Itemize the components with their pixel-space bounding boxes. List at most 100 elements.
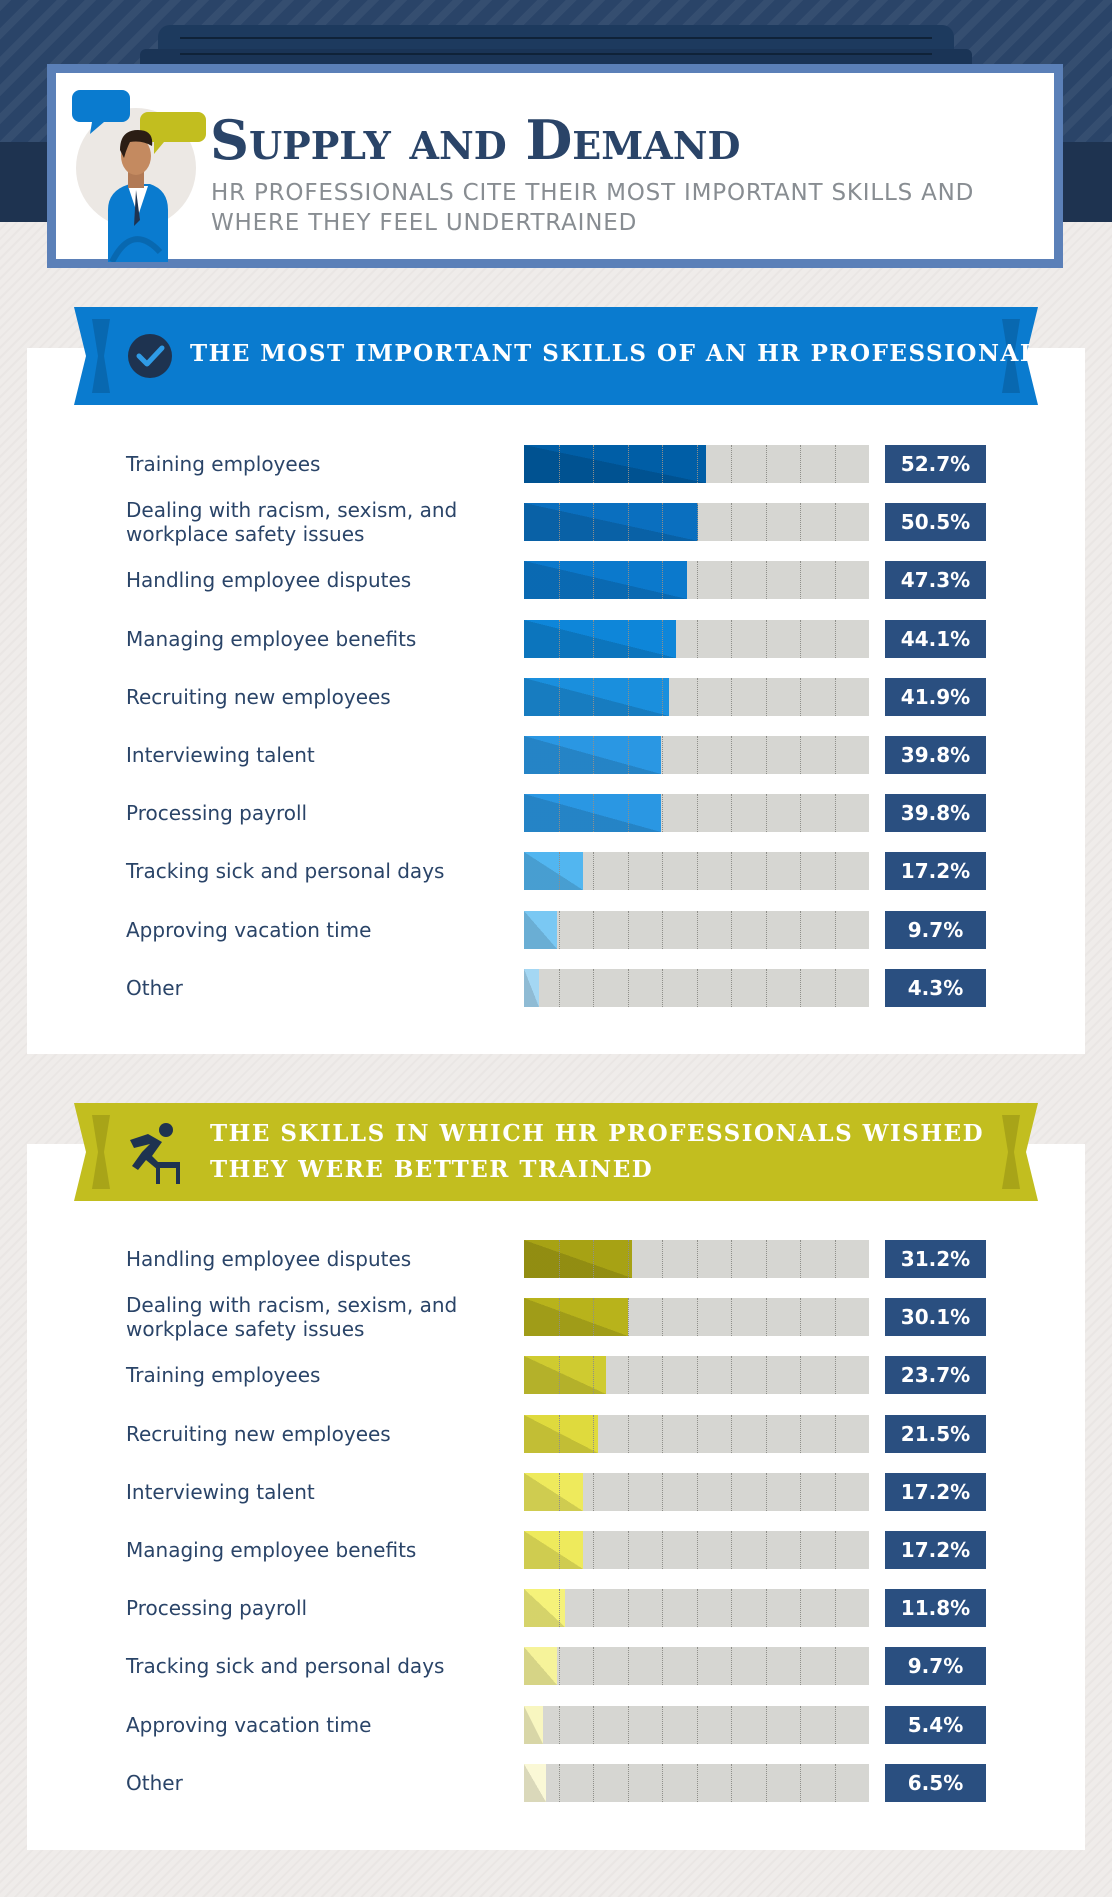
section-ribbon-undertrained-skills: [74, 1103, 1038, 1201]
grid-line: [696, 736, 698, 774]
grid-line: [834, 852, 836, 891]
grid-line: [627, 736, 629, 774]
grid-line: [627, 503, 629, 542]
grid-line: [731, 445, 732, 483]
value-label: 39.8%: [885, 794, 986, 833]
grid-line: [800, 1414, 801, 1453]
grid-line: [834, 1298, 836, 1337]
bar-track: [524, 561, 869, 600]
bar: [524, 1531, 584, 1569]
value-label: 11.8%: [885, 1589, 986, 1628]
grid-line: [834, 677, 836, 716]
bar-track: [524, 1705, 869, 1744]
grid-line: [627, 1763, 629, 1802]
grid-line: [731, 736, 732, 774]
grid-line: [696, 677, 698, 716]
value-label: 21.5%: [885, 1414, 986, 1453]
bar-label: Interviewing talent: [126, 743, 315, 767]
grid-line: [800, 852, 801, 891]
grid-line: [593, 445, 594, 483]
bar-track: [524, 445, 869, 483]
bar-track: [524, 910, 869, 949]
bar: [524, 968, 539, 1007]
bar-track: [524, 1531, 869, 1569]
grid-line: [834, 1414, 836, 1453]
grid-line: [627, 677, 629, 716]
value-label: 50.5%: [885, 503, 986, 542]
bar: [524, 910, 558, 949]
value-label: 9.7%: [885, 1647, 986, 1686]
grid-line: [593, 794, 594, 833]
bar-shade: [524, 910, 558, 949]
bar: [524, 677, 669, 716]
grid-line: [731, 503, 732, 542]
grid-line: [765, 1240, 767, 1278]
grid-line: [731, 1414, 732, 1453]
grid-line: [627, 1356, 629, 1395]
grid-line: [765, 852, 767, 891]
bar-label: Recruiting new employees: [126, 1421, 391, 1446]
bar: [524, 794, 662, 833]
grid-line: [662, 619, 663, 658]
grid-line: [662, 1647, 663, 1686]
bar-label: Training employees: [126, 1363, 321, 1388]
grid-line: [593, 677, 594, 716]
grid-line: [627, 1298, 629, 1337]
grid-line: [765, 910, 767, 949]
grid-line: [627, 1531, 629, 1569]
grid-line: [765, 1472, 767, 1511]
bar-label: Managing employee benefits: [126, 626, 417, 651]
grid-line: [593, 503, 594, 542]
grid-line: [834, 1356, 836, 1395]
value-label: 17.2%: [885, 852, 986, 891]
grid-line: [765, 677, 767, 716]
bar-label: Tracking sick and personal days: [126, 859, 445, 884]
bar-shade: [524, 852, 584, 891]
bar-label: Other: [126, 1770, 183, 1795]
clip-line: [180, 37, 932, 39]
bar-track: [524, 1472, 869, 1511]
grid-line: [834, 910, 836, 949]
grid-line: [731, 1472, 732, 1511]
bar-label: Dealing with racism, sexism, and workpla…: [126, 498, 458, 547]
grid-line: [558, 1356, 560, 1395]
bar-track: [524, 1763, 869, 1802]
grid-line: [731, 677, 732, 716]
grid-line: [800, 677, 801, 716]
grid-line: [731, 619, 732, 658]
bar-label: Other: [126, 975, 183, 1000]
grid-line: [731, 910, 732, 949]
grid-line: [593, 968, 594, 1007]
grid-line: [800, 1647, 801, 1686]
grid-line: [800, 910, 801, 949]
grid-line: [593, 1414, 594, 1453]
section-title: THE SKILLS IN WHICH HR PROFESSIONALS WIS…: [210, 1120, 985, 1183]
grid-line: [834, 1647, 836, 1686]
value-label: 4.3%: [885, 968, 986, 1007]
bar-track: [524, 794, 869, 833]
grid-line: [696, 445, 698, 483]
bar-shade: [524, 1414, 599, 1453]
grid-line: [558, 1414, 560, 1453]
grid-line: [834, 503, 836, 542]
bar: [524, 561, 688, 600]
grid-line: [731, 968, 732, 1007]
grid-line: [627, 1647, 629, 1686]
grid-line: [765, 619, 767, 658]
grid-line: [696, 1531, 698, 1569]
grid-line: [800, 1240, 801, 1278]
grid-line: [627, 1472, 629, 1511]
grid-line: [662, 1356, 663, 1395]
grid-line: [593, 910, 594, 949]
bar-shade: [524, 1356, 606, 1395]
grid-line: [558, 1705, 560, 1744]
bar-track: [524, 1647, 869, 1686]
grid-line: [627, 968, 629, 1007]
bar-shade: [524, 968, 539, 1007]
grid-line: [593, 1356, 594, 1395]
grid-line: [558, 677, 560, 716]
bar: [524, 1414, 599, 1453]
grid-line: [627, 561, 629, 600]
grid-line: [662, 1763, 663, 1802]
grid-line: [834, 619, 836, 658]
